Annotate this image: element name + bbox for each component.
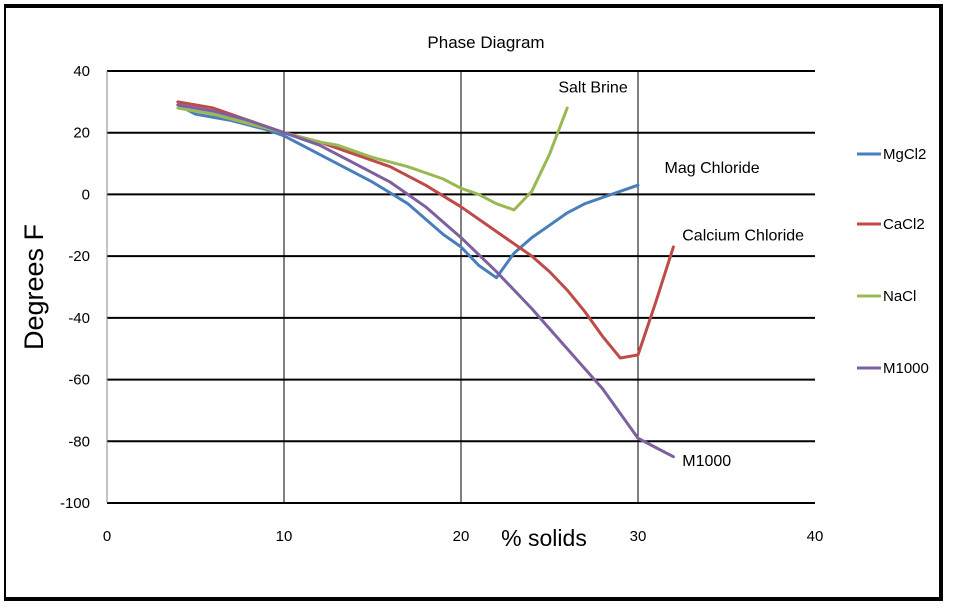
x-tick-label: 20 <box>453 528 470 545</box>
y-tick-label: 0 <box>82 186 90 203</box>
annotation-label: Mag Chloride <box>665 160 760 177</box>
y-tick-label: -20 <box>68 248 90 265</box>
x-axis-label: % solids <box>501 525 587 551</box>
x-tick-label: 0 <box>103 528 111 545</box>
x-tick-label: 30 <box>630 528 647 545</box>
series-line-cacl2 <box>176 100 675 360</box>
legend-label: NaCl <box>883 288 916 305</box>
legend-label: M1000 <box>883 360 929 377</box>
legend-label: CaCl2 <box>883 216 925 233</box>
series-lines <box>176 100 675 459</box>
annotation-label: Salt Brine <box>558 80 627 97</box>
x-tick-label: 10 <box>276 528 293 545</box>
chart-frame <box>4 4 943 601</box>
legend-label: MgCl2 <box>883 146 926 163</box>
annotations: Salt Brine Mag Chloride Calcium Chloride M1… <box>558 80 804 470</box>
y-tick-label: -80 <box>68 433 90 450</box>
y-tick-label: -60 <box>68 372 90 389</box>
chart-title: Phase Diagram <box>427 33 544 52</box>
tick-labels: -100 -80 -60 -40 -20 0 20 40 0 10 20 30 40 <box>60 63 823 545</box>
y-tick-label: -40 <box>68 310 90 327</box>
x-tick-label: 40 <box>807 528 824 545</box>
y-tick-label: 20 <box>73 125 90 142</box>
annotation-label: M1000 <box>682 453 731 470</box>
grid-lines <box>106 70 815 504</box>
series-line-mgcl2 <box>176 103 640 280</box>
legend: MgCl2 CaCl2 NaCl M1000 <box>857 146 929 377</box>
series-line-m1000 <box>176 103 675 459</box>
y-tick-label: -100 <box>60 495 90 512</box>
annotation-label: Calcium Chloride <box>682 228 804 245</box>
y-tick-label: 40 <box>73 63 90 80</box>
y-axis-label: Degrees F <box>19 224 49 350</box>
